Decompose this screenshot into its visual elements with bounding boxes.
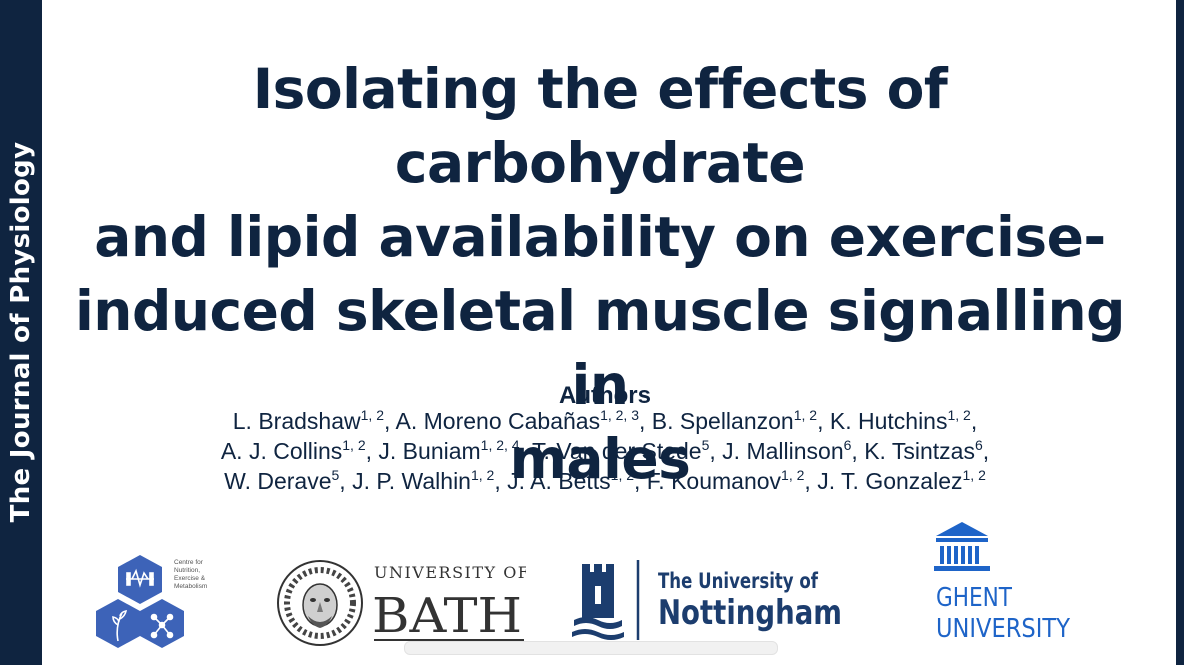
author: J. A. Betts1, 2 — [507, 468, 634, 494]
ghent-line1: GHENT — [936, 583, 1012, 613]
title-line: Isolating the effects of carbohydrate — [252, 57, 948, 195]
author: B. Spellanzon1, 2 — [652, 408, 817, 434]
author-affiliation: 1, 2 — [470, 467, 495, 483]
author-name: L. Bradshaw — [232, 408, 361, 434]
author: J. P. Walhin1, 2 — [352, 468, 494, 494]
authors-list: L. Bradshaw1, 2, A. Moreno Cabañas1, 2, … — [70, 406, 1140, 496]
nottingham-line1: The University of — [658, 569, 819, 593]
author: J. T. Gonzalez1, 2 — [817, 468, 986, 494]
author: K. Tsintzas6 — [864, 438, 983, 464]
author: W. Derave5 — [224, 468, 339, 494]
bath-sun-god-emblem-icon — [277, 560, 363, 646]
author-affiliation: 5 — [331, 467, 340, 483]
author-affiliation: 1, 2 — [360, 407, 384, 423]
author-name: J. A. Betts — [507, 468, 611, 494]
author-name: J. Buniam — [378, 438, 481, 464]
bath-line2: BATH — [372, 588, 522, 644]
ghent-line2: UNIVERSITY — [936, 614, 1070, 644]
nottingham-line2: Nottingham — [658, 593, 842, 633]
cnem-text-line: Centre for — [174, 559, 204, 566]
authors-heading: Authors — [559, 382, 651, 409]
title-line: and lipid availability on exercise- — [94, 205, 1106, 269]
author: J. Buniam1, 2, 4 — [378, 438, 519, 464]
author: A. Moreno Cabañas1, 2, 3 — [396, 408, 640, 434]
author: F. Koumanov1, 2 — [647, 468, 805, 494]
author-line: A. J. Collins1, 2, J. Buniam1, 2, 4, T. … — [220, 437, 990, 464]
author-affiliation: 1, 2, 4 — [480, 437, 520, 453]
university-of-bath-logo: UNIVERSITY OF BATH — [277, 560, 526, 646]
ghent-university-logo: GHENT UNIVERSITY — [934, 522, 1070, 644]
author: L. Bradshaw1, 2 — [233, 408, 384, 434]
author-affiliation: 6 — [974, 437, 983, 453]
author-affiliation: 6 — [843, 437, 852, 453]
author-name: T. Van der Stede — [531, 438, 702, 464]
author-affiliation: 1, 2, 3 — [600, 407, 639, 423]
author-affiliation: 1, 2 — [781, 467, 805, 483]
author-affiliation: 1, 2 — [793, 407, 818, 423]
author-name: W. Derave — [224, 468, 332, 494]
cnem-logo: Centre for Nutrition, Exercise & Metabol… — [96, 555, 207, 648]
author-affiliation: 1, 2 — [947, 407, 971, 423]
title-line: males — [509, 427, 691, 491]
bath-line1: UNIVERSITY OF — [374, 563, 526, 582]
author-affiliation: 5 — [701, 437, 710, 453]
author-name: B. Spellanzon — [651, 408, 794, 434]
author-affiliation: 1, 2 — [610, 467, 635, 483]
author-affiliation: 1, 2 — [962, 467, 986, 483]
nottingham-castle-icon — [572, 564, 624, 640]
author-name: J. Mallinson — [722, 438, 844, 464]
author: J. Mallinson6 — [722, 438, 851, 464]
author: T. Van der Stede5 — [532, 438, 709, 464]
title-line: induced skeletal muscle signalling in — [74, 279, 1126, 417]
author-line: W. Derave5, J. P. Walhin1, 2, J. A. Bett… — [224, 467, 986, 494]
cnem-text-line: Exercise & — [174, 575, 206, 582]
author-name: F. Koumanov — [646, 468, 782, 494]
hexagon-cluster — [96, 555, 184, 648]
university-of-nottingham-logo: The University of Nottingham — [572, 560, 842, 640]
author: A. J. Collins1, 2 — [221, 438, 366, 464]
journal-sidebar: The Journal of Physiology — [0, 0, 42, 665]
cnem-text-line: Nutrition, — [174, 567, 200, 574]
author-name: J. P. Walhin — [352, 468, 471, 494]
journal-name: The Journal of Physiology — [6, 141, 36, 523]
author: K. Hutchins1, 2 — [830, 408, 971, 434]
author-name: A. Moreno Cabañas — [395, 408, 601, 434]
home-indicator-bar[interactable] — [404, 641, 778, 655]
author-line: L. Bradshaw1, 2, A. Moreno Cabañas1, 2, … — [232, 407, 978, 434]
author-affiliation: 1, 2 — [342, 437, 366, 453]
cnem-text-line: Metabolism — [174, 583, 207, 590]
author-name: J. T. Gonzalez — [817, 468, 963, 494]
slide-title: Isolating the effects of carbohydrate an… — [70, 52, 1130, 496]
right-edge-bar — [1176, 0, 1184, 665]
ghent-building-icon — [934, 522, 990, 571]
author-name: A. J. Collins — [220, 438, 343, 464]
author-name: K. Hutchins — [829, 408, 948, 434]
author-name: K. Tsintzas — [864, 438, 975, 464]
